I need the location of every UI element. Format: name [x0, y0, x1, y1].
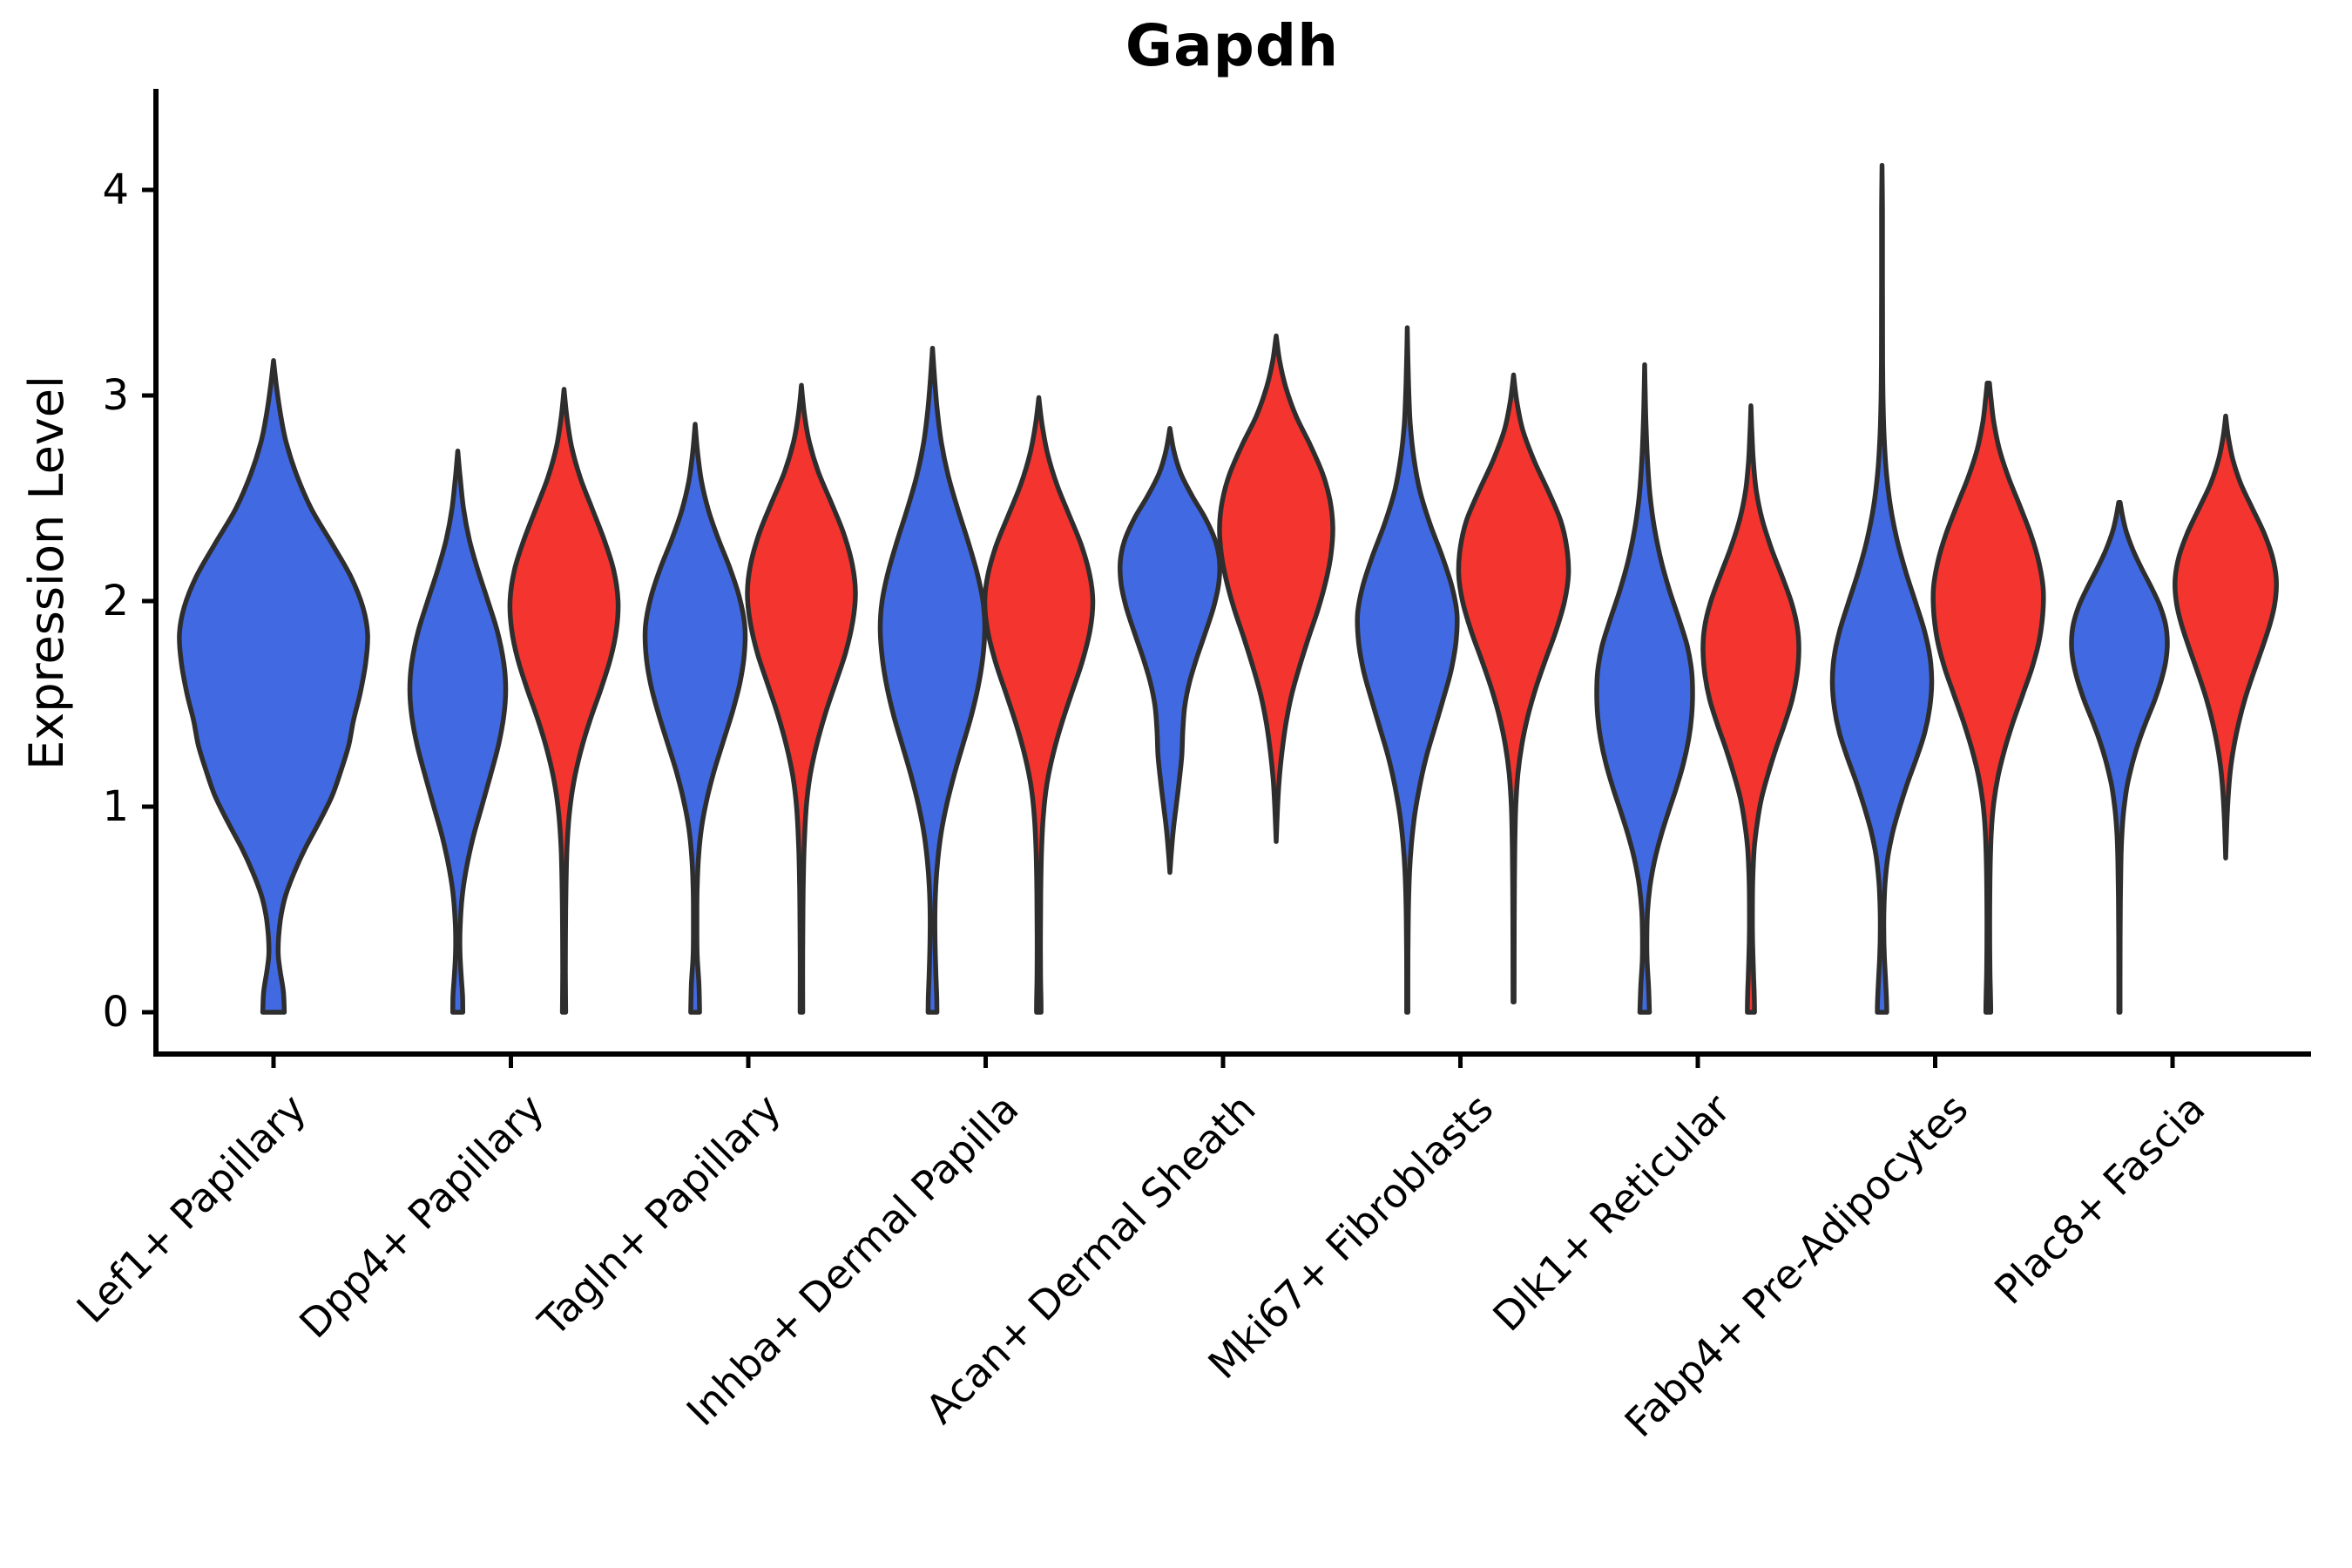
violin-dlk1-reticular-red-group	[1700, 403, 1801, 1015]
violin-tagln-papillary-red-group	[745, 382, 858, 1015]
violin-inhba-dermal-papilla-blue-group	[877, 345, 988, 1015]
violin-layer	[177, 162, 2279, 1015]
violin-acan-dermal-sheath-red-group	[1217, 333, 1335, 844]
violin-inhba-dermal-papilla-red-group	[982, 395, 1096, 1015]
violin-dlk1-reticular-blue-group	[1594, 362, 1695, 1015]
violin-fabp4-pre-adipocytes-red-group	[1930, 381, 2046, 1015]
violin-mki67-fibroblasts-red-group	[1456, 372, 1571, 1004]
y-tick-label-3: 3	[102, 371, 129, 420]
violin-dpp4-papillary-blue-group	[407, 448, 509, 1015]
violin-mki67-fibroblasts-blue-group	[1355, 325, 1460, 1015]
plot-title: Gapdh	[1125, 12, 1340, 79]
violin-lef1-papillary-blue-group	[177, 358, 370, 1015]
violin-acan-dermal-sheath-blue-group	[1118, 426, 1222, 875]
violin-tagln-papillary-blue-group	[642, 422, 748, 1015]
y-tick-label-1: 1	[102, 782, 129, 831]
violin-plac8-fascia-red-group	[2173, 413, 2279, 861]
y-tick-label-0: 0	[102, 988, 129, 1037]
x-category-label-plac8-fascia: Plac8+ Fascia	[1985, 1085, 2352, 1313]
y-tick-label-4: 4	[102, 166, 129, 214]
violin-fabp4-pre-adipocytes-blue-group	[1829, 162, 1935, 1015]
y-tick-label-2: 2	[102, 577, 129, 625]
violin-plac8-fascia-blue-group	[2069, 499, 2170, 1015]
axis-layer	[142, 89, 2311, 1068]
violin-dpp4-papillary-red-group	[507, 387, 621, 1015]
